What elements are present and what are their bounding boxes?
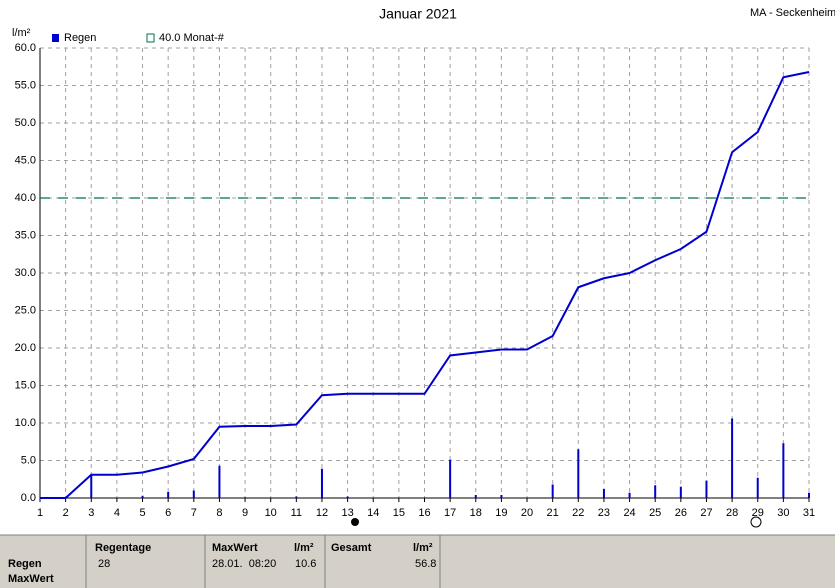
bar	[602, 489, 605, 498]
y-tick-label: 15.0	[15, 379, 36, 391]
bar	[244, 497, 247, 498]
x-tick-label: 12	[316, 507, 328, 519]
bar	[295, 496, 298, 498]
bar	[90, 474, 93, 498]
x-tick-label: 24	[623, 507, 635, 519]
cell-value: 28.01. 08:20	[212, 558, 276, 570]
column-header: l/m²	[294, 542, 314, 554]
bar	[474, 495, 477, 498]
chart-title: Januar 2021	[379, 6, 457, 22]
y-tick-label: 20.0	[15, 342, 36, 354]
x-tick-label: 31	[803, 507, 815, 519]
x-tick-label: 5	[139, 507, 145, 519]
legend-label: Regen	[64, 32, 96, 44]
row-label: MaxWert	[8, 573, 54, 585]
bar	[808, 492, 810, 498]
bar	[654, 485, 657, 498]
x-tick-label: 20	[521, 507, 533, 519]
plot-area: 0.0 5.0 10.0 15.0 20.0 25.0 30.0 35.0 40.0 45.0 50…	[15, 32, 816, 519]
legend-swatch	[52, 34, 59, 42]
x-tick-label: 26	[675, 507, 687, 519]
x-tick-label: 28	[726, 507, 738, 519]
bar	[679, 486, 682, 498]
column-header: MaxWert	[212, 542, 258, 554]
bar	[449, 459, 452, 498]
bar	[320, 468, 323, 498]
column-header: Regentage	[95, 542, 151, 554]
bar	[551, 484, 554, 498]
line	[40, 71, 810, 499]
y-tick-label: 0.0	[21, 492, 36, 504]
x-tick-label: 21	[547, 507, 559, 519]
x-tick-label: 15	[393, 507, 405, 519]
full-moon-icon	[750, 516, 762, 528]
x-tick-label: 16	[418, 507, 430, 519]
bar	[628, 492, 631, 498]
x-tick-label: 13	[341, 507, 353, 519]
y-tick-label: 60.0	[15, 42, 36, 54]
y-tick-label: 5.0	[21, 454, 36, 466]
x-tick-label: 2	[63, 507, 69, 519]
y-tick-label: 55.0	[15, 79, 36, 91]
y-tick-label: 10.0	[15, 417, 36, 429]
x-tick-label: 4	[114, 507, 120, 519]
x-tick-label: 11	[291, 507, 302, 519]
bar	[731, 418, 734, 498]
y-tick-label: 40.0	[15, 192, 36, 204]
bar	[705, 480, 708, 498]
x-tick-label: 22	[572, 507, 584, 519]
y-axis-label: l/m²	[12, 27, 31, 39]
legend-swatch	[146, 33, 155, 43]
bar	[500, 495, 503, 498]
bar	[782, 443, 785, 498]
x-tick-label: 27	[700, 507, 712, 519]
new-moon-icon	[351, 518, 359, 526]
x-tick-label: 19	[495, 507, 507, 519]
x-tick-label: 7	[191, 507, 197, 519]
summary-panel	[0, 535, 835, 588]
station-name: MA - Seckenheim	[750, 7, 835, 19]
x-tick-label: 23	[598, 507, 610, 519]
x-tick-label: 25	[649, 507, 661, 519]
cell-value: 10.6	[295, 558, 316, 570]
y-tick-label: 50.0	[15, 117, 36, 129]
x-tick-label: 6	[165, 507, 171, 519]
bar	[167, 492, 170, 498]
x-tick-label: 10	[265, 507, 277, 519]
legend-label: 40.0 Monat-#	[159, 32, 225, 44]
x-tick-label: 29	[752, 507, 764, 519]
x-tick-label: 30	[777, 507, 789, 519]
x-tick-label: 14	[367, 507, 379, 519]
x-tick-label: 8	[216, 507, 222, 519]
x-tick-label: 18	[470, 507, 482, 519]
y-tick-label: 35.0	[15, 229, 36, 241]
y-tick-label: 30.0	[15, 267, 36, 279]
x-tick-label: 1	[37, 507, 43, 519]
x-tick-label: 17	[444, 507, 456, 519]
bar	[218, 465, 221, 498]
cell-value: 56.8	[415, 558, 436, 570]
bar	[192, 490, 195, 498]
x-tick-label: 9	[242, 507, 248, 519]
bar	[577, 449, 580, 498]
bar	[346, 496, 349, 498]
bar	[756, 477, 759, 498]
y-tick-label: 25.0	[15, 304, 36, 316]
cell-value: 28	[98, 558, 110, 570]
chart-background	[0, 0, 835, 535]
x-tick-label: 3	[88, 507, 94, 519]
bar	[141, 495, 144, 498]
column-header: l/m²	[413, 542, 433, 554]
column-header: Gesamt	[331, 542, 372, 554]
row-label: Regen	[8, 558, 42, 570]
y-tick-label: 45.0	[15, 154, 36, 166]
